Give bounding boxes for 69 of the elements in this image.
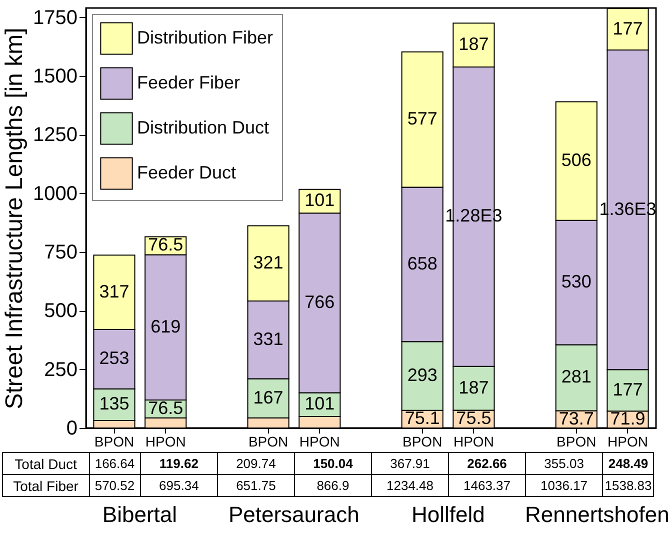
text: 248.49	[602, 452, 654, 475]
x-tick-label: BPON	[402, 434, 442, 450]
text: 1234.48	[371, 474, 450, 497]
text: 695.34	[140, 474, 218, 497]
y-tick-label: 250	[44, 358, 78, 381]
data-label: 76.5	[148, 398, 184, 418]
data-label: 167	[253, 387, 284, 408]
data-label: 177	[612, 18, 643, 38]
x-tick-label: HPON	[145, 434, 186, 450]
data-label: 281	[561, 366, 592, 387]
x-tick-label: BPON	[94, 434, 134, 450]
x-tick-label: HPON	[299, 434, 340, 450]
text: Rennertshofen	[525, 502, 670, 528]
data-label: 317	[99, 281, 130, 302]
y-tick-label: 1500	[33, 66, 78, 88]
data-label: 101	[304, 394, 335, 414]
data-label: 293	[407, 365, 438, 386]
data-label: 135	[99, 394, 130, 414]
data-label: 658	[407, 253, 438, 274]
text: 651.75	[216, 474, 295, 497]
data-label: 187	[458, 377, 489, 398]
legend-label: Distribution Fiber	[137, 28, 274, 48]
text: 1463.37	[448, 474, 526, 497]
x-tick-label: BPON	[556, 434, 596, 450]
y-tick-label: 500	[44, 300, 78, 322]
data-label: 766	[304, 292, 335, 312]
legend-label: Distribution Duct	[137, 118, 270, 138]
y-tick-label: 1750	[33, 6, 78, 29]
data-label: 331	[253, 328, 284, 349]
text: 119.62	[140, 452, 218, 475]
text: 1538.83	[602, 474, 654, 497]
data-label: 577	[407, 108, 438, 129]
data-label: 321	[253, 252, 284, 272]
text: 367.91	[371, 452, 450, 475]
y-tick-label: 750	[44, 242, 78, 264]
x-tick-label: HPON	[608, 434, 648, 450]
data-label: 177	[612, 379, 643, 400]
legend-label: Feeder Duct	[137, 162, 236, 182]
text: 1036.17	[525, 474, 604, 497]
data-label: 187	[458, 34, 489, 54]
y-tick-label: 1000	[33, 182, 78, 205]
data-label: 71.9	[610, 408, 646, 429]
y-tick-label: 1250	[33, 124, 78, 146]
data-label: 530	[561, 272, 592, 292]
text: 570.52	[88, 474, 141, 497]
data-label: 253	[99, 348, 130, 368]
text: Petersaurach	[228, 502, 360, 528]
text: 209.74	[216, 452, 295, 475]
data-label: 619	[150, 316, 181, 336]
data-label: 75.5	[456, 408, 492, 428]
legend-label: Feeder Fiber	[137, 72, 240, 92]
text: Bibertal	[102, 502, 177, 528]
data-label: 75.1	[404, 408, 440, 428]
text: 866.9	[294, 474, 372, 497]
data-label: 76.5	[148, 234, 184, 255]
text: Total Duct	[2, 452, 90, 475]
x-tick-label: HPON	[453, 434, 494, 450]
text: 166.64	[88, 452, 141, 475]
y-axis-title: Street Infrastructure Lengths [in km]	[1, 28, 28, 410]
x-tick-label: BPON	[248, 434, 288, 450]
text: Total Fiber	[2, 474, 90, 497]
data-label: 506	[561, 150, 592, 170]
text: 262.66	[448, 452, 526, 475]
data-label: 101	[304, 190, 335, 210]
text: Hollfeld	[412, 502, 485, 528]
text: 150.04	[294, 452, 372, 475]
y-tick-label: 0	[66, 418, 78, 440]
text: 355.03	[525, 452, 604, 475]
data-label: 73.7	[558, 408, 594, 428]
